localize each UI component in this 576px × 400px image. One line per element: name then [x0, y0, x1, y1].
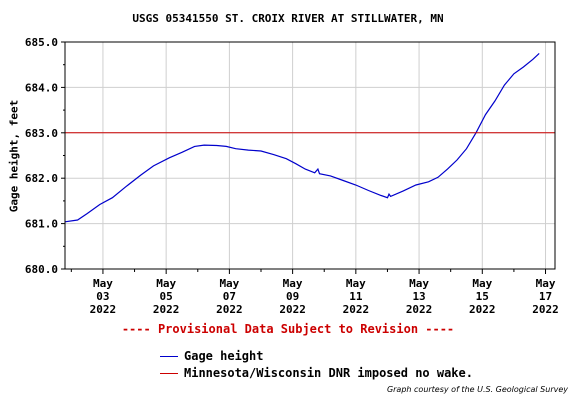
x-tick-label: 2022 [469, 303, 496, 316]
x-tick-label: 2022 [279, 303, 306, 316]
legend-item-no-wake: Minnesota/Wisconsin DNR imposed no wake. [160, 366, 473, 380]
x-tick-label: 2022 [343, 303, 370, 316]
plot-frame [64, 41, 556, 270]
legend-swatch-gage-height [160, 355, 178, 357]
x-tick-label: May [93, 277, 113, 290]
legend-item-gage-height: Gage height [160, 349, 263, 363]
credit-text: Graph courtesy of the U.S. Geological Su… [386, 385, 568, 394]
x-tick-label: 2022 [532, 303, 559, 316]
x-tick-label: 09 [286, 290, 299, 303]
x-tick-label: 15 [476, 290, 489, 303]
x-tick-label: 2022 [90, 303, 117, 316]
x-tick-label: 11 [349, 290, 363, 303]
legend-swatch-no-wake [160, 372, 178, 374]
x-tick-label: May [219, 277, 239, 290]
x-tick-label: May [536, 277, 556, 290]
x-tick-label: 05 [160, 290, 173, 303]
y-tick-label: 680.0 [25, 263, 58, 276]
x-tick-label: 2022 [406, 303, 433, 316]
legend-label-no-wake: Minnesota/Wisconsin DNR imposed no wake. [184, 366, 473, 380]
x-tick-label: May [472, 277, 492, 290]
x-tick-label: 17 [539, 290, 552, 303]
chart-title: USGS 05341550 ST. CROIX RIVER AT STILLWA… [132, 12, 444, 25]
y-tick-label: 684.0 [25, 81, 58, 94]
provisional-annotation: ---- Provisional Data Subject to Revisio… [121, 322, 455, 336]
y-tick-label: 682.0 [25, 172, 58, 185]
x-tick-label: 07 [223, 290, 236, 303]
x-tick-label: May [409, 277, 429, 290]
x-tick-label: 2022 [216, 303, 243, 316]
x-tick-label: May [156, 277, 176, 290]
plot-area [65, 42, 555, 269]
x-tick-label: 2022 [153, 303, 180, 316]
y-tick-label: 685.0 [25, 36, 58, 49]
x-tick-label: 13 [412, 290, 425, 303]
series-line-gage-height [64, 52, 540, 223]
x-tick-label: May [346, 277, 366, 290]
y-tick-label: 681.0 [25, 218, 58, 231]
legend-label-gage-height: Gage height [184, 349, 264, 363]
x-tick-label: May [283, 277, 303, 290]
y-tick-label: 683.0 [25, 127, 58, 140]
x-tick-label: 03 [96, 290, 109, 303]
